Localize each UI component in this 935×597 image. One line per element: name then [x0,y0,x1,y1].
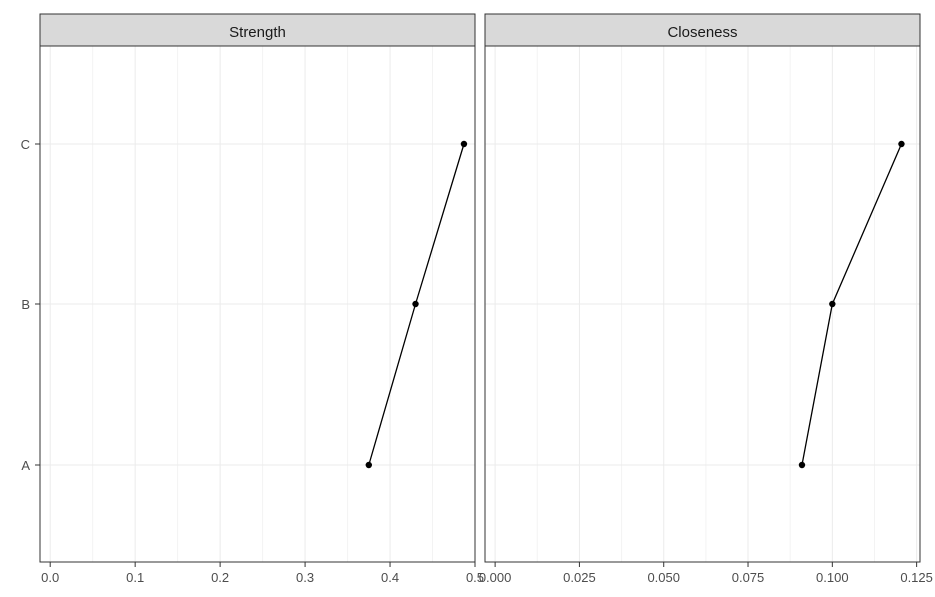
strip-label-strength: Strength [229,24,286,41]
strip-label-closeness: Closeness [667,24,737,41]
data-point-strength-c [460,140,468,148]
x-tick-label-strength: 0.4 [381,570,399,585]
x-tick-label-strength: 0.0 [41,570,59,585]
grid-strength [40,46,476,562]
strip-closeness-background [484,13,921,47]
strip-strength-background [39,13,476,47]
data-point-closeness-b [829,300,836,308]
panel-strength: Strength 0.0 0.1 0.2 0.3 0.4 0.5 [39,13,484,585]
x-tick-label-closeness: 0.050 [647,570,680,585]
x-tick-label-strength: 0.3 [296,570,314,585]
panel-closeness: Closeness 0.000 0.025 0.050 0.075 0.100 0.125 [479,13,933,585]
data-point-closeness-a [798,461,806,469]
data-point-closeness-c [898,140,905,148]
x-tick-label-closeness: 0.025 [563,570,596,585]
panel-border-closeness [484,45,921,563]
y-axis: A B C [21,137,40,473]
x-tick-label-strength: 0.5 [466,570,484,585]
x-tick-label-strength: 0.1 [126,570,144,585]
y-tick-label-a: A [21,458,30,473]
data-point-strength-b [412,300,419,308]
y-tick-label-c: C [21,137,30,152]
grid-closeness [485,46,920,562]
data-point-strength-a [365,461,372,469]
y-tick-label-b: B [21,297,30,312]
x-tick-label-closeness: 0.075 [732,570,765,585]
x-tick-label-closeness: 0.000 [479,570,512,585]
x-tick-label-closeness: 0.125 [900,570,933,585]
x-tick-label-strength: 0.2 [211,570,229,585]
panel-border-strength [39,45,476,563]
x-tick-label-closeness: 0.100 [816,570,849,585]
